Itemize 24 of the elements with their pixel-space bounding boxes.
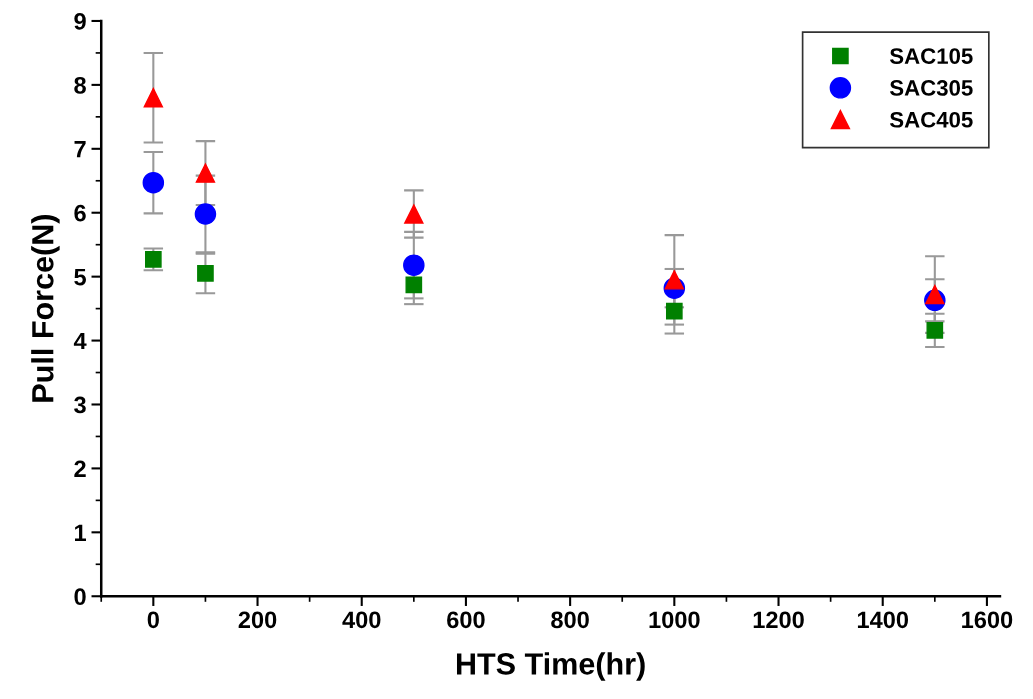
y-axis-title: Pull Force(N) <box>31 215 60 402</box>
x-tick-label: 1200 <box>753 611 804 629</box>
y-tick-label: 3 <box>74 396 86 414</box>
x-tick-label: 800 <box>551 611 589 629</box>
x-tick-label: 1400 <box>857 611 909 629</box>
legend-label: SAC405 <box>889 111 973 128</box>
y-tick-label: 2 <box>74 460 86 477</box>
x-tick-label: 400 <box>342 611 381 629</box>
y-tick-label: 0 <box>74 588 86 606</box>
y-tick-label: 9 <box>74 13 86 30</box>
x-tick-label: 0 <box>147 611 159 629</box>
legend-label: SAC305 <box>889 80 973 96</box>
y-tick-label: 5 <box>74 268 86 286</box>
y-tick-label: 6 <box>74 204 86 222</box>
y-tick-label: 8 <box>74 76 86 94</box>
x-tick-label: 1600 <box>962 611 1013 629</box>
x-tick-label: 600 <box>447 611 485 629</box>
legend-label: SAC105 <box>889 48 973 64</box>
y-tick-label: 1 <box>75 524 86 541</box>
x-axis-title: HTS Time(hr) <box>456 652 645 681</box>
y-tick-label: 4 <box>73 332 87 350</box>
x-tick-label: 200 <box>238 611 277 629</box>
y-tick-label: 7 <box>74 141 86 158</box>
x-tick-label: 1000 <box>649 611 700 629</box>
